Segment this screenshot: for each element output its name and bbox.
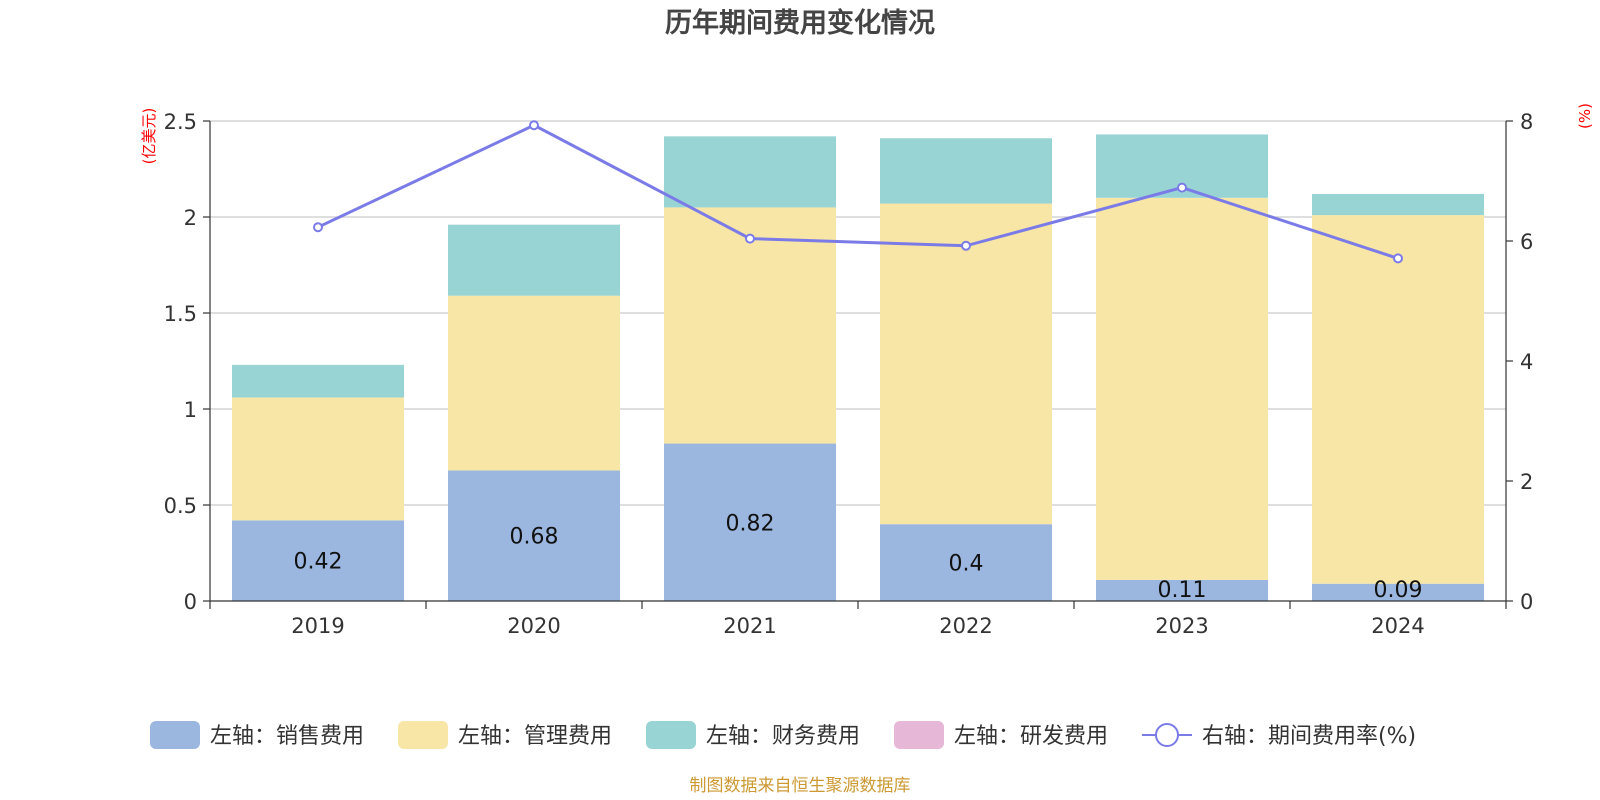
legend-swatch [398,721,448,749]
bar-segment [448,470,620,601]
legend-swatch [894,721,944,749]
data-labels: 0.42 0.68 0.82 0.4 0.11 0.09 [294,511,1423,603]
x-tick-label: 2024 [1371,614,1424,638]
legend-swatch [150,721,200,749]
bar-segment [448,295,620,471]
source-note: 制图数据来自恒生聚源数据库 [690,776,911,796]
bar-segment [1312,215,1484,584]
x-tick-label: 2021 [723,614,776,638]
rate-point [1393,253,1403,264]
x-tick-label: 2020 [507,614,560,638]
bar-segment [664,136,836,208]
left-tick-label: 2 [184,206,197,230]
right-tick-label: 6 [1520,230,1533,254]
bar-segment [1312,583,1484,601]
bar-data-label: 0.09 [1374,578,1423,603]
left-tick-label: 0 [184,590,197,614]
legend-label: 左轴：财务费用 [706,724,860,749]
bar-segment [232,520,404,601]
bar-segment [1096,579,1268,601]
bar-segment [664,443,836,601]
bar-segment [232,397,404,521]
bar-segment [664,207,836,444]
bar-segment [232,364,404,398]
rate-point [529,120,539,131]
bar-segment [880,524,1052,601]
right-axis-unit: (%) [1576,103,1594,129]
left-tick-label: 2.5 [164,110,197,134]
bar-data-label: 0.4 [949,552,984,577]
bar-segment [1312,193,1484,216]
legend-swatch [646,721,696,749]
bars [232,134,1484,601]
legend-label: 右轴：期间费用率(%) [1202,724,1416,749]
rate-point [313,222,323,233]
bar-data-label: 0.42 [294,550,343,575]
rate-point [745,233,755,244]
bar-data-label: 0.11 [1158,578,1207,603]
x-tick-label: 2022 [939,614,992,638]
legend-label: 左轴：管理费用 [458,724,612,749]
legend-marker-icon [1155,723,1179,747]
right-tick-label: 0 [1520,590,1533,614]
x-tick-label: 2023 [1155,614,1208,638]
bar-data-label: 0.82 [726,511,775,536]
grid-lines [210,120,1506,506]
bar-segment [880,203,1052,525]
left-axis-unit: (亿美元) [140,108,158,165]
right-tick-label: 8 [1520,110,1533,134]
bar-segment [1096,197,1268,580]
bar-segment [880,138,1052,204]
left-tick-label: 1.5 [164,302,197,326]
axes: 0 0.5 1 1.5 2 2.5 0 2 4 6 8 2019 2020 2021 2022 2023 202… [164,110,1534,638]
rate-point [1177,182,1187,193]
left-tick-label: 1 [184,398,197,422]
bar-segment [448,224,620,296]
legend-label: 左轴：研发费用 [954,724,1108,749]
left-tick-label: 0.5 [164,494,197,518]
legend-label: 左轴：销售费用 [210,724,364,749]
rate-line [313,120,1403,264]
bar-data-label: 0.68 [510,525,559,550]
x-tick-label: 2019 [291,614,344,638]
right-tick-label: 2 [1520,470,1533,494]
right-tick-label: 4 [1520,350,1533,374]
rate-point [961,240,971,251]
rate-line-path [317,123,1399,260]
legend: 左轴：销售费用 左轴：管理费用 左轴：财务费用 左轴：研发费用 右轴：期间费用率(%) [150,721,1416,749]
chart-title: 历年期间费用变化情况 [665,7,935,39]
